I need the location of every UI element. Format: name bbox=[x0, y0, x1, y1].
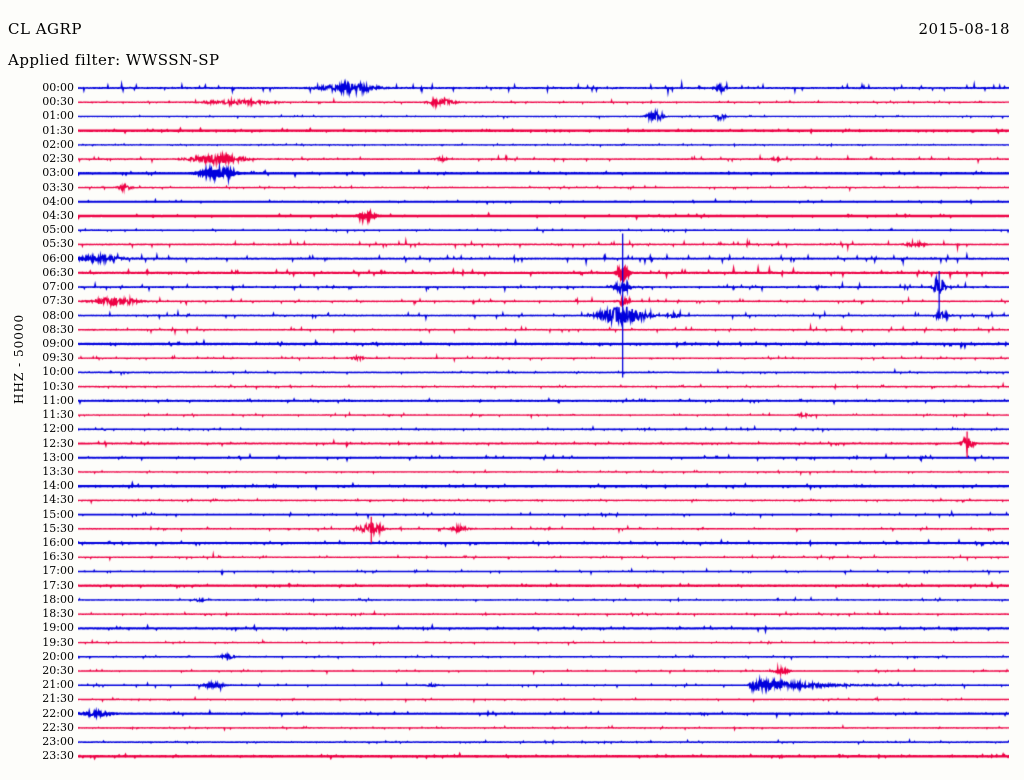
time-label: 17:00 bbox=[42, 564, 74, 578]
applied-filter-label: Applied filter: WWSSN-SP bbox=[8, 51, 220, 69]
seismogram-traces bbox=[78, 78, 1009, 778]
time-label: 14:30 bbox=[42, 493, 74, 507]
time-label: 22:00 bbox=[42, 706, 74, 720]
time-label: 23:30 bbox=[42, 749, 74, 763]
time-label: 15:30 bbox=[42, 521, 74, 535]
time-label: 06:00 bbox=[42, 251, 74, 265]
time-label: 16:30 bbox=[42, 550, 74, 564]
time-label: 04:00 bbox=[42, 194, 74, 208]
time-label: 10:30 bbox=[42, 379, 74, 393]
time-label: 13:30 bbox=[42, 464, 74, 478]
time-label: 10:00 bbox=[42, 365, 74, 379]
time-label: 20:00 bbox=[42, 649, 74, 663]
time-label: 19:30 bbox=[42, 635, 74, 649]
time-label: 04:30 bbox=[42, 208, 74, 222]
time-label: 00:30 bbox=[42, 95, 74, 109]
helicorder-plot: 00:00 00:30 01:00 01:30 02:00 02:30 03:00 03:30… bbox=[0, 78, 1024, 778]
date-label: 2015-08-18 bbox=[918, 20, 1010, 38]
time-label: 21:30 bbox=[42, 692, 74, 706]
time-axis-labels: 00:00 00:30 01:00 01:30 02:00 02:30 03:00 03:30… bbox=[0, 78, 74, 778]
time-label: 13:00 bbox=[42, 450, 74, 464]
station-title: CL AGRP bbox=[8, 20, 82, 38]
time-label: 01:00 bbox=[42, 109, 74, 123]
time-label: 12:00 bbox=[42, 422, 74, 436]
time-label: 01:30 bbox=[42, 123, 74, 137]
time-label: 03:00 bbox=[42, 166, 74, 180]
time-label: 14:00 bbox=[42, 479, 74, 493]
time-label: 23:00 bbox=[42, 735, 74, 749]
time-label: 16:00 bbox=[42, 536, 74, 550]
time-label: 07:30 bbox=[42, 294, 74, 308]
time-label: 19:00 bbox=[42, 621, 74, 635]
time-label: 08:30 bbox=[42, 322, 74, 336]
trace-area bbox=[78, 78, 1009, 778]
time-label: 18:30 bbox=[42, 607, 74, 621]
time-label: 00:00 bbox=[42, 81, 74, 94]
time-label: 07:00 bbox=[42, 280, 74, 294]
time-label: 05:00 bbox=[42, 223, 74, 237]
time-label: 12:30 bbox=[42, 436, 74, 450]
time-label: 18:00 bbox=[42, 592, 74, 606]
time-label: 11:30 bbox=[42, 408, 74, 422]
time-label: 02:00 bbox=[42, 137, 74, 151]
time-label: 15:00 bbox=[42, 507, 74, 521]
time-label: 08:00 bbox=[42, 308, 74, 322]
time-label: 21:00 bbox=[42, 678, 74, 692]
time-label: 22:30 bbox=[42, 720, 74, 734]
time-label: 03:30 bbox=[42, 180, 74, 194]
time-label: 05:30 bbox=[42, 237, 74, 251]
time-label: 09:00 bbox=[42, 336, 74, 350]
time-label: 20:30 bbox=[42, 664, 74, 678]
time-label: 17:30 bbox=[42, 578, 74, 592]
time-label: 06:30 bbox=[42, 265, 74, 279]
time-label: 09:30 bbox=[42, 351, 74, 365]
time-label: 02:30 bbox=[42, 152, 74, 166]
time-label: 11:00 bbox=[42, 393, 74, 407]
